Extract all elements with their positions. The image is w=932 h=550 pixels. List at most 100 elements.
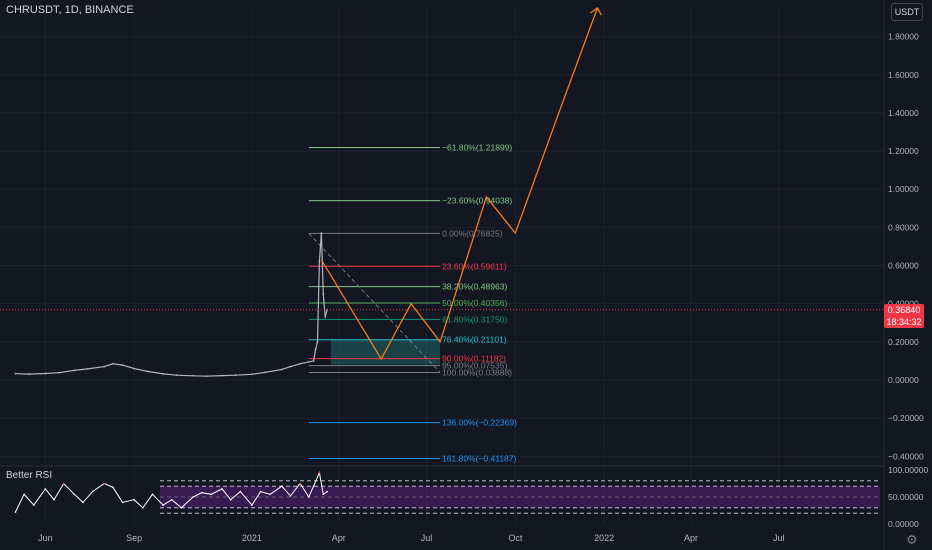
rsi-tick-label: 50.00000 [888, 492, 924, 502]
rsi-point [170, 498, 173, 501]
rsi-point [73, 493, 76, 496]
fib-level-label: 38.20%(0.48963) [442, 282, 507, 292]
fib-level-label: 161.80%(−0.41187) [442, 454, 516, 464]
fib-level-label: −23.60%(0.94038) [442, 196, 512, 206]
y-tick-label: 1.80000 [888, 32, 919, 42]
projection-path [320, 7, 599, 361]
y-tick-label: 0.60000 [888, 261, 919, 271]
fib-level-label: −61.80%(1.21899) [442, 142, 512, 152]
x-tick-label: 2022 [594, 533, 614, 543]
price-line [15, 233, 328, 377]
price-point [314, 348, 317, 351]
rsi-point [210, 493, 213, 496]
fib-level-label: 76.40%(0.21101) [442, 335, 507, 345]
rsi-point [53, 498, 55, 501]
x-tick-label: Jun [38, 533, 53, 543]
x-tick-label: Apr [332, 533, 346, 543]
rsi-point [142, 507, 144, 509]
currency-button[interactable]: USDT [891, 3, 923, 21]
rsi-point [82, 501, 84, 504]
symbol-title: CHRUSDT, 1D, BINANCE [6, 4, 134, 16]
y-tick-label: −0.20000 [888, 413, 924, 423]
price-point [146, 370, 149, 373]
price-axis-area [884, 0, 932, 550]
rsi-point [299, 482, 301, 485]
price-point [44, 372, 47, 375]
price-point [14, 372, 17, 375]
rsi-point [229, 498, 232, 501]
current-price-value: 0.36840 [887, 305, 921, 315]
price-point [86, 368, 89, 370]
y-tick-label: 1.60000 [888, 70, 919, 80]
price-point [312, 359, 315, 362]
x-tick-label: Jul [421, 533, 433, 543]
price-point [316, 340, 319, 343]
fib-trend-line [308, 233, 441, 373]
y-tick-label: 0.20000 [888, 337, 919, 347]
price-point [175, 374, 178, 377]
rsi-point [280, 485, 283, 488]
rsi-point [259, 490, 262, 493]
price-point [57, 371, 60, 374]
price-point [112, 362, 114, 365]
price-point [28, 373, 30, 375]
price-point [250, 373, 253, 376]
price-point [307, 360, 310, 363]
price-point [299, 362, 302, 365]
rsi-point [251, 504, 253, 506]
rsi-point [326, 490, 328, 493]
rsi-point [269, 493, 272, 496]
x-tick-label: Apr [684, 533, 698, 543]
x-tick-label: Jul [773, 533, 785, 543]
price-point [121, 364, 124, 366]
fib-level-label: 61.80%(0.31750) [442, 314, 507, 324]
fib-level-label: 50.00%(0.40356) [442, 298, 507, 308]
price-point [192, 374, 194, 377]
rsi-point [112, 486, 114, 489]
rsi-point [23, 493, 25, 496]
projection-arrowhead [589, 7, 602, 16]
fib-level-label: 23.60%(0.59611) [442, 261, 507, 271]
rsi-point [32, 504, 35, 506]
rsi-point [151, 493, 154, 496]
price-point [234, 374, 237, 377]
rsi-point [318, 471, 321, 474]
rsi-point [133, 498, 135, 501]
fib-level-label: 90.00%(0.11182) [442, 354, 506, 364]
candle-countdown: 18:34:32 [886, 317, 922, 327]
price-point [280, 368, 283, 371]
price-point [320, 232, 323, 234]
current-price-tag: 0.36840 18:34:32 [884, 304, 924, 328]
y-tick-label: 0.40000 [888, 299, 919, 309]
price-point [103, 365, 106, 368]
fib-level-label: 95.00%(0.07535) [442, 361, 507, 371]
fib-level-label: 100.00%(0.03888) [442, 368, 512, 378]
price-point [205, 375, 208, 378]
rsi-point [44, 488, 47, 490]
rsi-point [180, 507, 183, 509]
price-point [324, 316, 327, 318]
rsi-indicator-label[interactable]: Better RSI [6, 470, 53, 481]
rsi-point [200, 491, 203, 494]
rsi-point [14, 511, 17, 513]
y-tick-label: 0.80000 [888, 222, 919, 232]
x-tick-label: Sep [126, 533, 142, 543]
price-point [73, 369, 76, 372]
rsi-point [289, 495, 292, 497]
fib-level-label: 136.00%(−0.22369) [442, 418, 517, 428]
price-point [264, 371, 267, 374]
rsi-point [239, 490, 242, 493]
y-tick-label: 1.40000 [888, 108, 919, 118]
rsi-point [308, 496, 310, 498]
rsi-tick-label: 100.00000 [888, 465, 928, 475]
price-point [221, 374, 223, 377]
rsi-point [62, 482, 65, 485]
gear-icon[interactable]: ⚙ [906, 532, 918, 547]
x-tick-label: Oct [508, 533, 523, 543]
y-tick-label: −0.40000 [888, 451, 924, 461]
rsi-point [103, 482, 106, 485]
y-tick-label: 1.20000 [888, 146, 919, 156]
y-tick-label: 1.00000 [888, 184, 919, 194]
fib-level-label: 0.00%(0.76825) [442, 228, 503, 238]
